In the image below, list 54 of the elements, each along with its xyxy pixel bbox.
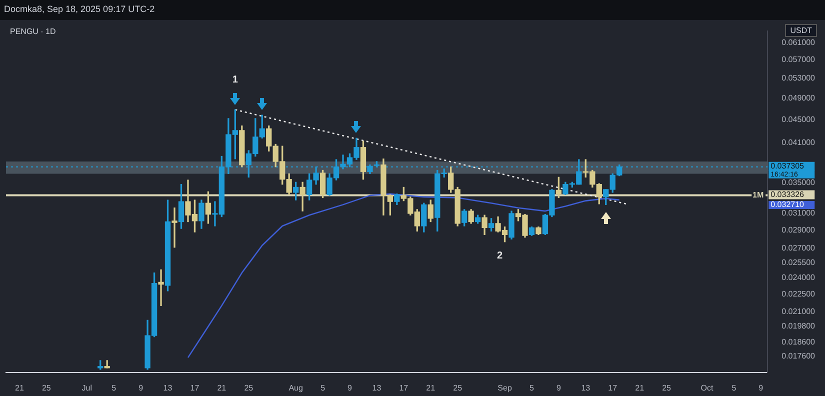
x-tick-label: 21	[15, 383, 24, 392]
y-tick-label: 0.027000	[782, 243, 816, 252]
x-tick-label: 5	[530, 383, 534, 392]
y-tick-label: 0.022500	[782, 289, 816, 298]
y-tick-label: 0.035000	[782, 178, 816, 188]
x-tick-label: 13	[372, 383, 382, 392]
y-tick-label: 0.031000	[782, 208, 816, 218]
x-tick-label: 5	[320, 383, 326, 392]
x-tick-label: 5	[112, 383, 117, 392]
chart-title: PENGU · 1D	[10, 27, 56, 36]
x-tick-label: 25	[42, 383, 52, 392]
y-tick-label: 0.041000	[782, 138, 816, 148]
x-tick-label: 21	[635, 383, 645, 392]
x-tick-label: Sep	[498, 383, 512, 392]
y-tick-label: 0.053000	[782, 74, 816, 83]
x-tick-label: 21	[426, 383, 436, 392]
ref-line-label: 0.037305	[770, 162, 805, 171]
candlestick	[158, 269, 164, 306]
x-tick-label: 17	[608, 383, 618, 392]
x-tick-label: 9	[758, 383, 764, 392]
y-tick-label: 0.057000	[782, 55, 816, 64]
y-axis-title: USDT	[785, 24, 817, 37]
x-tick-label: Aug	[288, 383, 303, 392]
y-tick-label: 0.024000	[782, 273, 816, 282]
x-tick-label: 5	[732, 383, 737, 392]
x-tick-label: 13	[163, 383, 173, 392]
y-tick-label: 0.045000	[782, 114, 816, 124]
annotation: 1	[232, 74, 238, 86]
y-tick-label: 0.017600	[782, 351, 816, 360]
x-tick-label: 25	[662, 383, 672, 392]
x-tick-label: Jul	[82, 383, 92, 392]
x-tick-label: Oct	[700, 383, 714, 392]
x-tick-label: 25	[453, 383, 463, 392]
x-tick-label: 13	[581, 383, 591, 392]
chart-subtitle: Docmka8, Sep 18, 2025 09:17 UTC-2	[4, 4, 155, 14]
x-tick-label: 17	[399, 383, 409, 392]
y-tick-label: 0.061000	[782, 38, 816, 48]
ref-line-label: 0.033326	[770, 190, 805, 199]
y-tick-label: 0.025500	[782, 258, 816, 267]
text: 0.032710	[770, 200, 805, 210]
x-tick-label: 9	[556, 383, 562, 392]
y-tick-label: 0.019800	[782, 322, 816, 331]
y-tick-label: 0.021000	[782, 306, 816, 316]
x-tick-label: 21	[217, 383, 227, 392]
annotation: 1M	[752, 190, 764, 200]
annotation: 2	[496, 250, 503, 262]
x-tick-label: 9	[138, 383, 144, 392]
x-tick-label: 17	[190, 383, 200, 392]
candlestick	[172, 208, 178, 248]
y-tick-label: 0.049000	[782, 93, 816, 102]
y-tick-label: 0.018600	[782, 337, 816, 346]
y-tick-label: 0.029000	[782, 225, 816, 234]
x-tick-label: 9	[348, 383, 353, 392]
x-tick-label: 25	[244, 383, 254, 392]
